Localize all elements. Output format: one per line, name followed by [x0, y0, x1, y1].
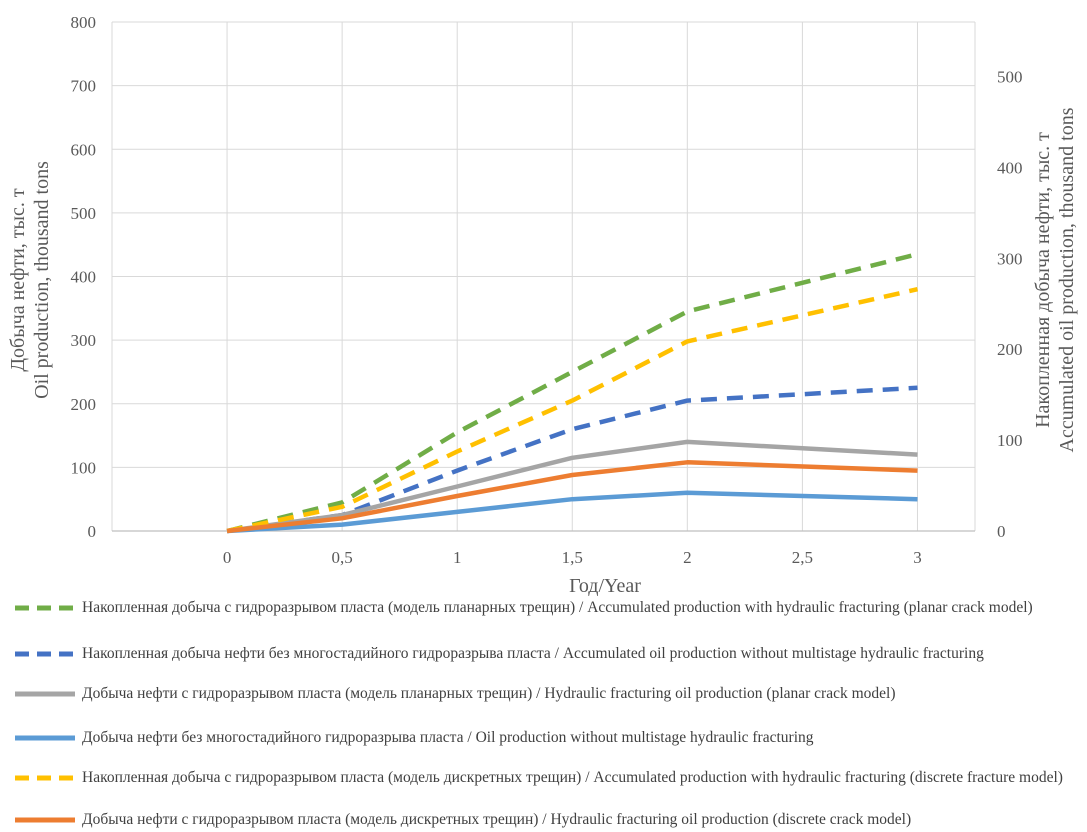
legend-swatch-yellow-dashed [15, 775, 75, 781]
left-axis-title: Добыча нефти, тыс. т Oil production, tho… [7, 161, 53, 399]
y-right-tick-label: 500 [997, 68, 1023, 87]
y-left-tick-label: 800 [71, 13, 97, 32]
x-tick-label: 0 [223, 548, 232, 567]
y-left-tick-label: 0 [88, 522, 97, 541]
right-axis-title-line-2: Accumulated oil production, thousand ton… [1056, 107, 1078, 452]
series-line-0 [226, 252, 919, 534]
right-axis-title: Накопленная добыча нефти, тыс. т Accumul… [1032, 107, 1078, 452]
x-tick-label: 0,5 [332, 548, 353, 567]
series-line-3 [226, 490, 918, 534]
x-tick-label: 2 [683, 548, 692, 567]
legend-label: Добыча нефти без многостадийного гидрора… [82, 729, 814, 746]
y-left-tick-label: 400 [71, 268, 97, 287]
y-left-tick-label: 500 [71, 204, 97, 223]
legend-item-discrete-production: Добыча нефти с гидроразрывом пласта (мод… [12, 810, 1082, 830]
legend-item-no-frac-accumulated: Накопленная добыча нефти без многостадий… [12, 644, 1082, 664]
legend-label: Накопленная добыча с гидроразрывом пласт… [82, 599, 1033, 616]
legend-label: Добыча нефти с гидроразрывом пласта (мод… [82, 685, 896, 702]
x-axis-title: Год/Year [569, 575, 641, 597]
legend-item-discrete-accumulated: Накопленная добыча с гидроразрывом пласт… [12, 768, 1082, 788]
y-left-tick-label: 200 [71, 395, 97, 414]
series-line-1 [226, 385, 918, 534]
legend-item-planar-production: Добыча нефти с гидроразрывом пласта (мод… [12, 684, 1082, 704]
series-lines [226, 252, 919, 534]
left-axis-title-line-1: Добыча нефти, тыс. т [7, 188, 29, 371]
legend-swatch-green-dashed [15, 605, 75, 611]
legend-item-planar-accumulated: Накопленная добыча с гидроразрывом пласт… [12, 598, 1082, 618]
y-right-tick-label: 300 [997, 249, 1023, 268]
legend-label: Накопленная добыча нефти без многостадий… [82, 645, 984, 662]
y-right-tick-label: 400 [997, 158, 1023, 177]
right-axis-title-line-1: Накопленная добыча нефти, тыс. т [1032, 132, 1054, 428]
series-line-2 [226, 439, 918, 534]
y-left-tick-label: 600 [71, 140, 97, 159]
x-tick-label: 3 [913, 548, 922, 567]
legend-swatch-lightblue-solid [15, 735, 75, 741]
grid-lines [111, 21, 976, 531]
y-right-tick-label: 100 [997, 431, 1023, 450]
x-tick-label: 1 [453, 548, 462, 567]
y-left-tick-label: 300 [71, 331, 97, 350]
legend-label: Добыча нефти с гидроразрывом пласта (мод… [82, 811, 912, 828]
legend-swatch-blue-dashed [15, 651, 75, 657]
y-right-tick-label: 0 [997, 522, 1006, 541]
x-tick-label: 2,5 [792, 548, 813, 567]
left-axis-title-line-2: Oil production, thousand tons [31, 161, 53, 399]
legend-label: Накопленная добыча с гидроразрывом пласт… [82, 769, 1063, 786]
x-tick-label: 1,5 [562, 548, 583, 567]
y-left-tick-label: 100 [71, 458, 97, 477]
legend-swatch-gray-solid [15, 691, 75, 697]
chart: 0 100 200 300 400 500 600 700 800 0 0,5 1 1,5 2 2,5 3 0 1… [7, 13, 1078, 597]
tick-labels: 0 100 200 300 400 500 600 700 800 0 0,5 1 1,5 2 2,5 3 0 1… [71, 13, 1023, 567]
legend-swatch-orange-solid [15, 817, 75, 823]
series-line-5 [226, 460, 918, 534]
legend-item-no-frac-production: Добыча нефти без многостадийного гидрора… [12, 728, 1082, 748]
y-right-tick-label: 200 [997, 340, 1023, 359]
y-left-tick-label: 700 [71, 77, 97, 96]
